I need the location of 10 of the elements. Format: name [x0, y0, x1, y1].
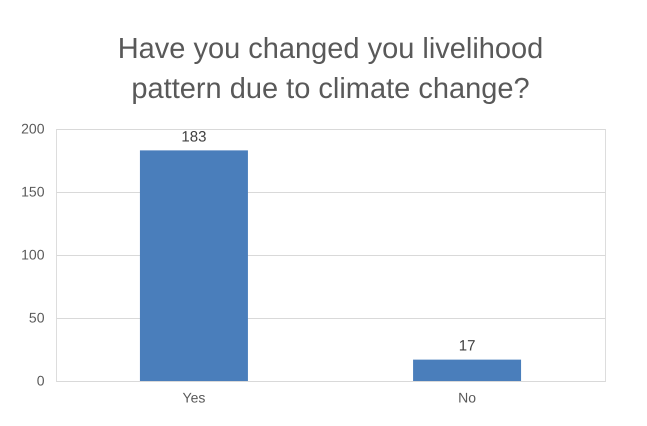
data-label: 183	[181, 128, 206, 146]
y-tick-label: 50	[28, 310, 45, 326]
chart-title: Have you changed you livelihood pattern due to climate change?	[118, 33, 544, 105]
y-tick-label: 0	[36, 372, 45, 388]
y-tick-label: 150	[21, 184, 45, 200]
x-tick-label: No	[458, 390, 476, 406]
y-tick-label: 100	[21, 246, 45, 262]
x-tick-label: Yes	[182, 390, 206, 406]
data-label: 17	[458, 338, 476, 355]
y-tick-label: 200	[21, 120, 45, 136]
